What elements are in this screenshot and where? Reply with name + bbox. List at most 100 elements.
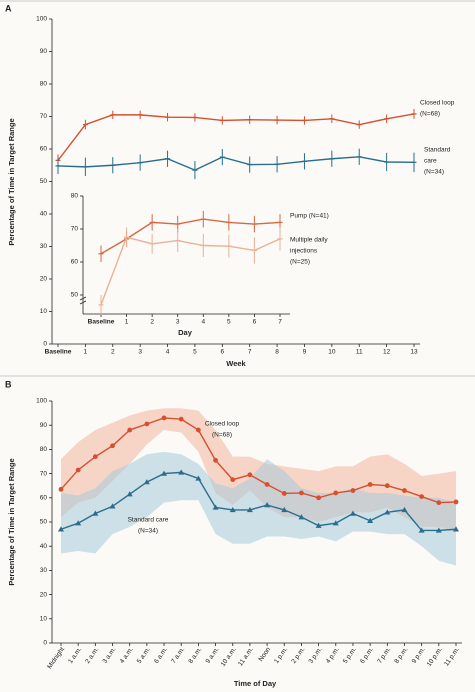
y-tick-label: 90 (40, 48, 48, 55)
y-tick-label: 20 (40, 276, 48, 283)
point-marker (229, 506, 236, 513)
point-marker (453, 499, 459, 505)
point-marker (332, 520, 339, 526)
point-marker (230, 477, 236, 483)
y-tick-label: 80 (40, 446, 48, 453)
y-tick-label: 0 (43, 341, 47, 348)
y-tick-label: 80 (40, 81, 48, 88)
y-tick-label: 30 (40, 243, 48, 250)
point-marker (315, 522, 322, 528)
x-tick-label: 5 (227, 319, 231, 326)
x-tick-label: 8 p.m. (393, 646, 409, 665)
point-marker (195, 475, 202, 481)
panel-label: A (5, 3, 12, 13)
x-tick-label: 5 p.m. (342, 646, 358, 665)
y-tick-label: 50 (40, 519, 48, 526)
x-tick-label: 1 (84, 349, 88, 356)
x-tick-label: 3 p.m. (308, 646, 324, 665)
x-tick-label: 5 a.m. (136, 646, 152, 665)
x-tick-label: 3 (138, 349, 142, 356)
point-marker (264, 502, 271, 508)
point-marker (402, 488, 407, 493)
point-marker (350, 488, 356, 493)
point-marker (367, 482, 373, 487)
point-marker (264, 482, 270, 487)
point-marker (195, 427, 201, 433)
y-tick-label: 70 (71, 226, 79, 233)
x-tick-label: 12 (383, 349, 391, 356)
point-marker (58, 526, 64, 532)
y-tick-label: 50 (71, 292, 79, 299)
series-label: (N=68) (420, 111, 440, 118)
series-label: injections (290, 248, 318, 255)
point-marker (435, 527, 442, 533)
y-axis-title: Percentage of Time in Target Range (7, 458, 16, 585)
y-tick-label: 80 (71, 193, 79, 200)
series-label: (N=34) (424, 169, 444, 176)
point-marker (143, 479, 150, 485)
x-tick-label: 5 (193, 349, 197, 356)
y-tick-label: 30 (40, 567, 48, 574)
point-marker (453, 526, 459, 532)
y-axis-title: Percentage of Time in Target Range (7, 118, 16, 245)
x-tick-label: 10 p.m. (426, 646, 444, 668)
series-line (57, 156, 415, 171)
x-tick-label: 7 (278, 319, 282, 326)
x-tick-label: 7 p.m. (376, 646, 392, 665)
y-tick-label: 100 (36, 16, 47, 23)
point-marker (109, 503, 116, 509)
point-marker (246, 506, 253, 513)
point-marker (384, 509, 391, 515)
point-marker (436, 500, 442, 506)
y-tick-label: 20 (40, 591, 48, 598)
series-line (100, 218, 281, 255)
x-tick-label: 4 (166, 349, 170, 356)
point-marker (333, 490, 339, 496)
x-tick-label: 6 p.m. (359, 646, 375, 665)
x-tick-label: 10 a.m. (220, 646, 238, 668)
x-tick-label: 3 a.m. (101, 646, 117, 665)
point-marker (281, 506, 288, 513)
point-marker (298, 514, 305, 520)
series-label: Closed loop (205, 421, 240, 428)
point-marker (127, 427, 133, 433)
panel-label: B (5, 379, 12, 389)
x-tick-label: 9 a.m. (205, 646, 221, 665)
point-marker (161, 470, 168, 476)
x-tick-label: 9 (303, 349, 307, 356)
point-marker (161, 415, 167, 421)
series-label: Closed loop (420, 100, 455, 107)
series-label: (N=25) (290, 259, 310, 266)
iqr-band (61, 451, 456, 566)
x-tick-label: 10 (328, 349, 336, 356)
x-tick-label: 6 (253, 319, 257, 326)
point-marker (92, 510, 99, 516)
point-marker (299, 490, 304, 496)
x-tick-label: Baseline (88, 319, 115, 326)
point-marker (418, 527, 425, 533)
point-marker (316, 495, 322, 501)
point-marker (110, 443, 115, 449)
x-tick-label: Midnight (46, 646, 66, 670)
series-label: Standard care (128, 517, 169, 524)
y-tick-label: 60 (40, 146, 48, 153)
x-tick-label: 4 (201, 319, 205, 326)
point-marker (247, 472, 253, 478)
x-axis-title: Time of Day (234, 679, 277, 688)
y-tick-label: 60 (71, 259, 79, 266)
point-marker (367, 517, 374, 523)
x-tick-label: 2 a.m. (84, 646, 100, 665)
y-tick-label: 50 (40, 178, 48, 185)
x-tick-label: 11 p.m. (443, 646, 461, 668)
point-marker (419, 494, 425, 499)
y-tick-label: 40 (40, 211, 48, 218)
y-tick-label: 70 (40, 113, 48, 120)
point-marker (401, 506, 408, 513)
y-tick-label: 10 (40, 616, 48, 623)
y-tick-label: 40 (40, 543, 48, 550)
x-tick-label: 7 (248, 349, 252, 356)
x-axis-title: Week (226, 359, 246, 368)
series-label: Standard (424, 147, 451, 154)
x-tick-label: 6 (220, 349, 224, 356)
